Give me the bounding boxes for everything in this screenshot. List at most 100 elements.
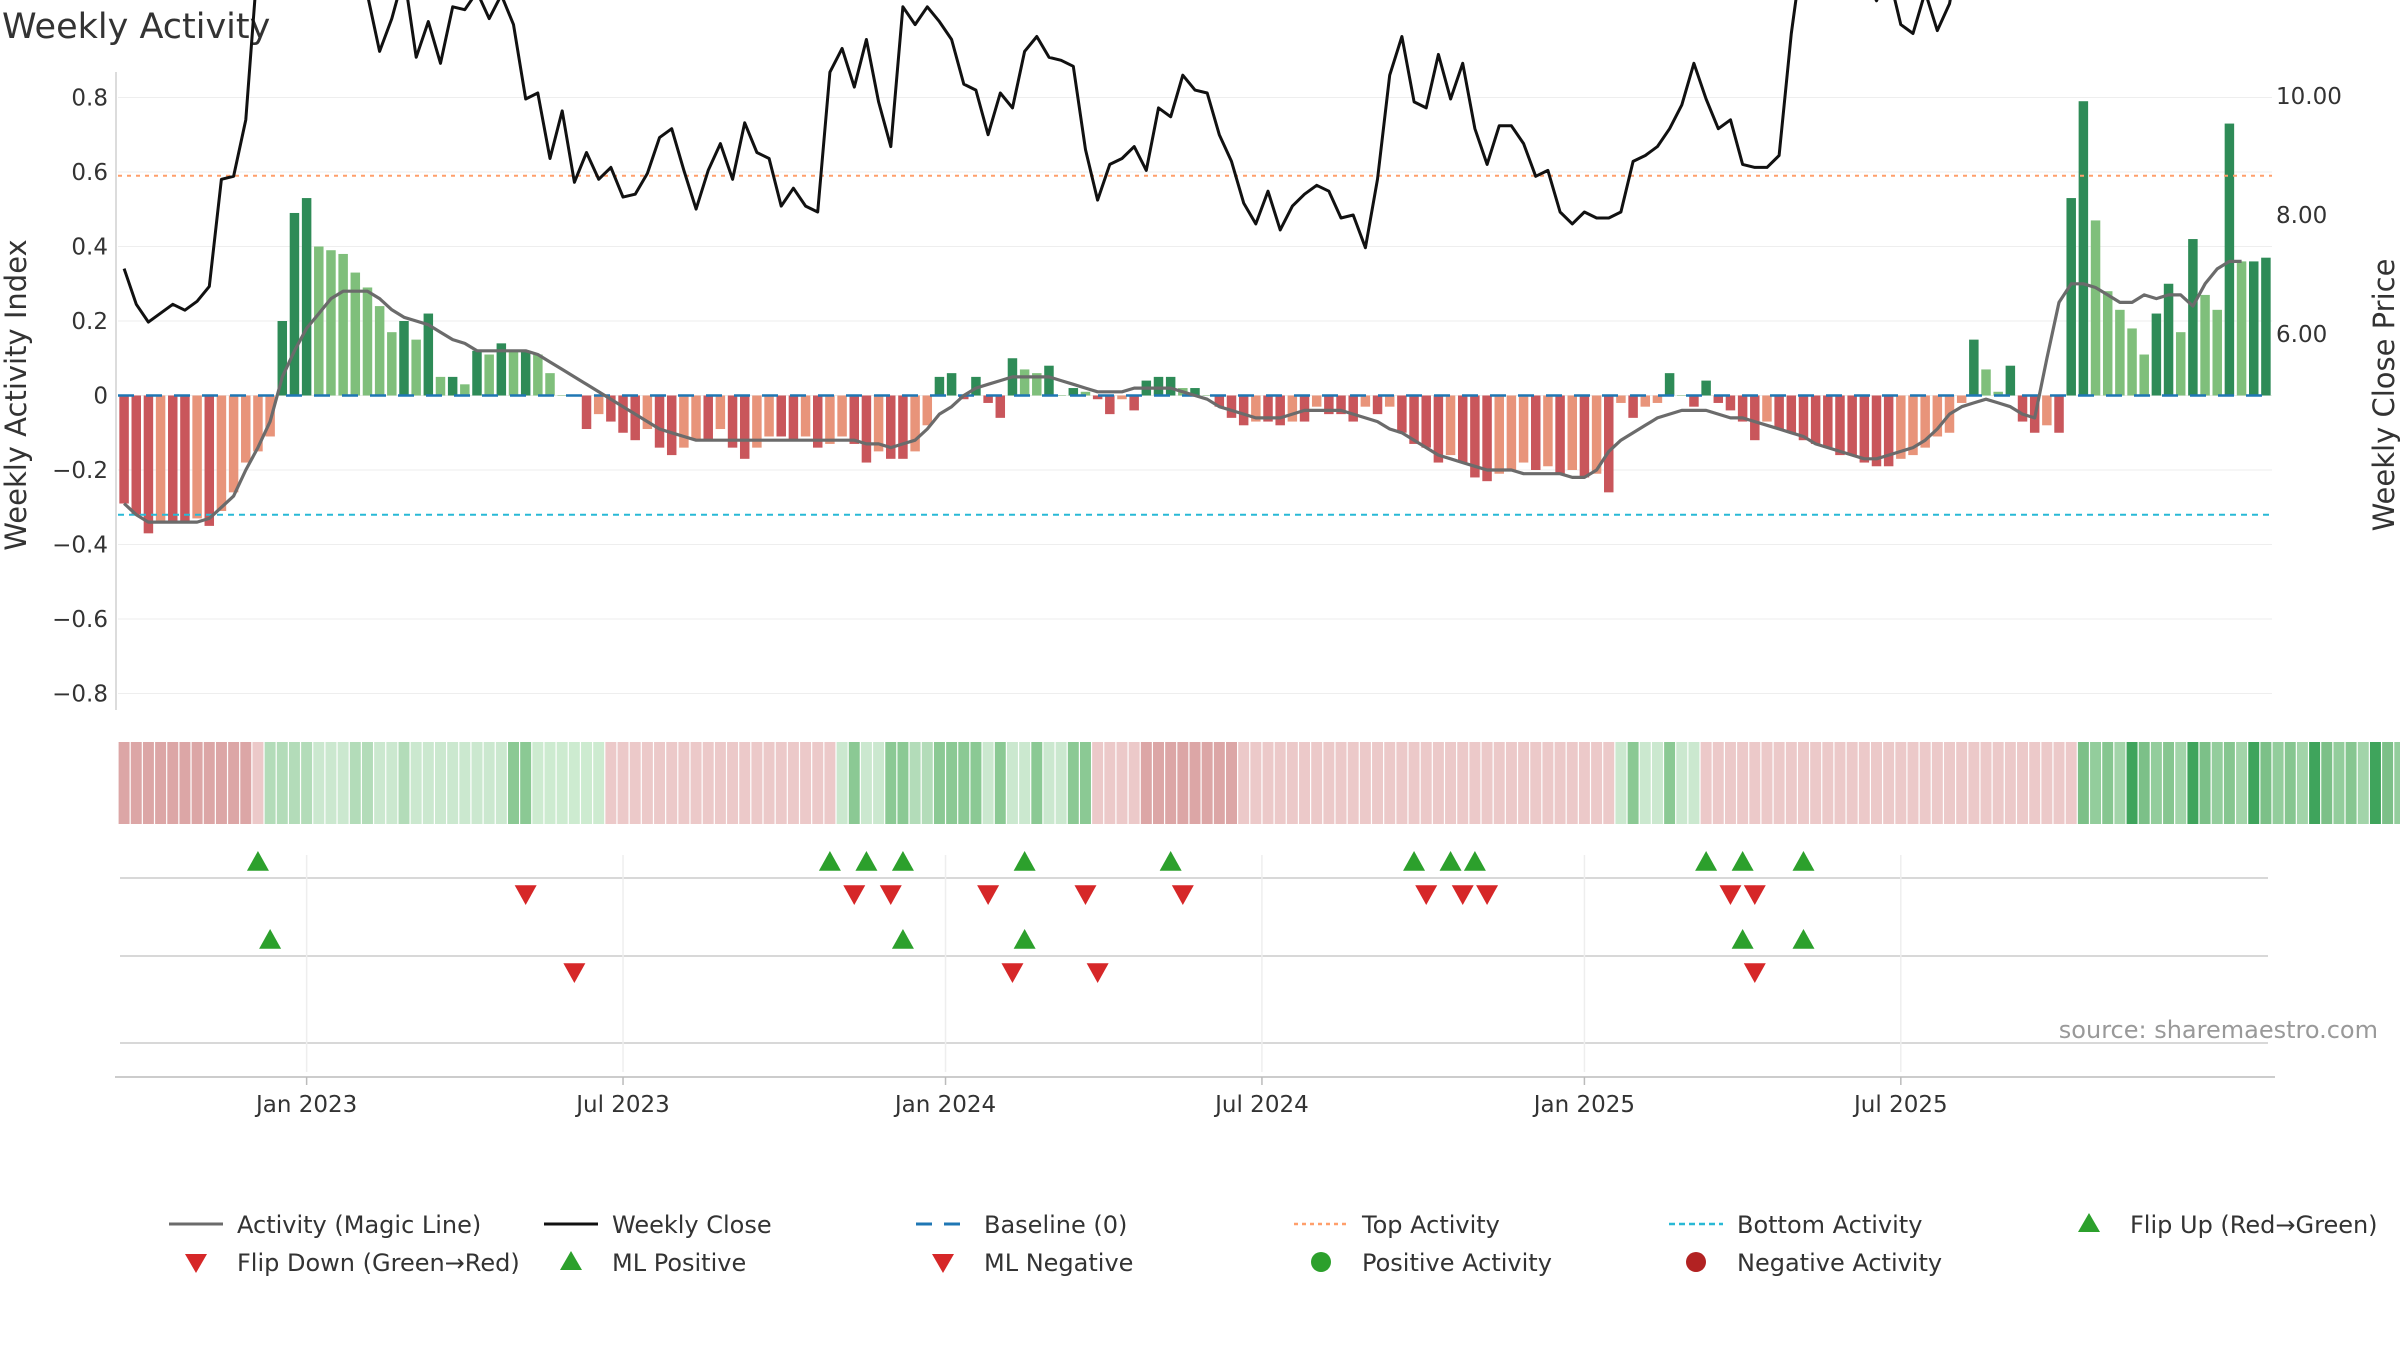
strip-cell [1165,742,1177,824]
legend-item: ML Positive [560,1249,746,1277]
strip-cell [727,742,739,824]
legend-item: Baseline (0) [916,1211,1127,1239]
activity-bar [1664,373,1675,396]
strip-cell [191,742,203,824]
activity-bar [825,395,835,444]
activity-bar [460,384,470,396]
strip-cell [2248,742,2260,824]
activity-bar [2188,239,2198,396]
strip-cell [1530,742,1542,824]
flip-up-marker [1792,851,1815,871]
strip-cell [1201,742,1213,824]
strip-cell [471,742,483,824]
flip-up-marker [1463,851,1486,871]
activity-bar [739,395,750,459]
legend-item: Flip Down (Green→Red) [185,1249,520,1277]
strip-cell [897,742,909,824]
activity-bar [1713,395,1724,403]
activity-bar [2090,220,2101,396]
strip-cell [508,742,519,824]
strip-cell [313,742,325,824]
strip-cell [240,742,252,824]
activity-bar [776,395,786,437]
activity-bar [1482,395,1492,482]
strip-cell [1700,742,1712,824]
strip-cell [666,742,678,824]
strip-cell [2126,742,2138,824]
activity-bar [131,395,141,515]
strip-cell [581,742,593,824]
strip-cell [1055,742,1067,824]
strip-cell [520,742,532,824]
strip-cell [1347,742,1359,824]
activity-bar [1835,395,1845,456]
flip-down-marker [1415,885,1438,905]
activity-bar [1226,395,1237,418]
strip-cell [1079,742,1091,824]
strip-cell [447,742,459,824]
activity-bar [1165,376,1176,396]
strip-cell [605,742,617,824]
legend-item: Top Activity [1294,1211,1500,1239]
activity-bar [1847,395,1857,456]
activity-bar [983,395,993,403]
chart-title: Weekly Activity [2,7,270,47]
activity-bar [715,395,726,430]
activity-bar [2224,123,2235,396]
strip-cell [2065,742,2077,824]
x-tick-label: Jan 2024 [893,1092,996,1118]
activity-bar [1956,395,1967,403]
strip-cell [167,742,179,824]
strip-cell [1092,742,1104,824]
strip-cell [1006,742,1018,824]
legend-item: Flip Up (Red→Green) [2078,1211,2378,1239]
strip-cell [1858,742,1870,824]
ml-negative-marker [1743,963,1766,983]
strip-cell [970,742,982,824]
activity-bar [1494,395,1504,474]
activity-bar [581,395,592,430]
strip-cell [1591,742,1603,824]
activity-bar [180,395,190,523]
right-tick-label: 6.00 [2276,322,2327,348]
strip-cell [824,742,836,824]
strip-cell [946,742,958,824]
left-tick-label: −0.2 [52,458,108,484]
activity-bar [691,395,701,441]
right-tick-label: 8.00 [2276,203,2327,229]
activity-bar [2115,309,2125,396]
flip-down-marker [1171,885,1194,905]
strip-cell [264,742,276,824]
activity-bar [971,376,981,396]
strip-cell [2369,742,2381,824]
activity-bar [496,343,507,396]
ml-negative-marker [1086,963,1109,983]
activity-bar [1287,395,1298,422]
strip-cell [349,742,361,824]
strip-cell [1895,742,1907,824]
strip-cell [873,742,885,824]
magic-line-series [123,259,2242,524]
strip-cell [1262,742,1274,824]
activity-bar [399,321,409,396]
activity-bar [1591,395,1602,474]
activity-bar [2139,354,2149,396]
flip-up-marker [1403,851,1426,871]
strip-cell [629,742,641,824]
strip-cell [1153,742,1164,824]
activity-bar [1737,395,1748,422]
strip-cell [1031,742,1043,824]
activity-bar [2200,294,2210,396]
strip-cell [203,742,215,824]
strip-cell [2077,742,2089,824]
strip-cell [860,742,872,824]
activity-bar [1981,369,1991,396]
activity-bar [508,350,519,396]
left-tick-label: 0.6 [71,160,108,186]
activity-bar [1117,395,1127,400]
activity-bar [1032,373,1042,396]
strip-cell [1043,742,1055,824]
strip-cell [1578,742,1590,824]
legend-swatch [185,1254,207,1273]
strip-cell [2114,742,2126,824]
